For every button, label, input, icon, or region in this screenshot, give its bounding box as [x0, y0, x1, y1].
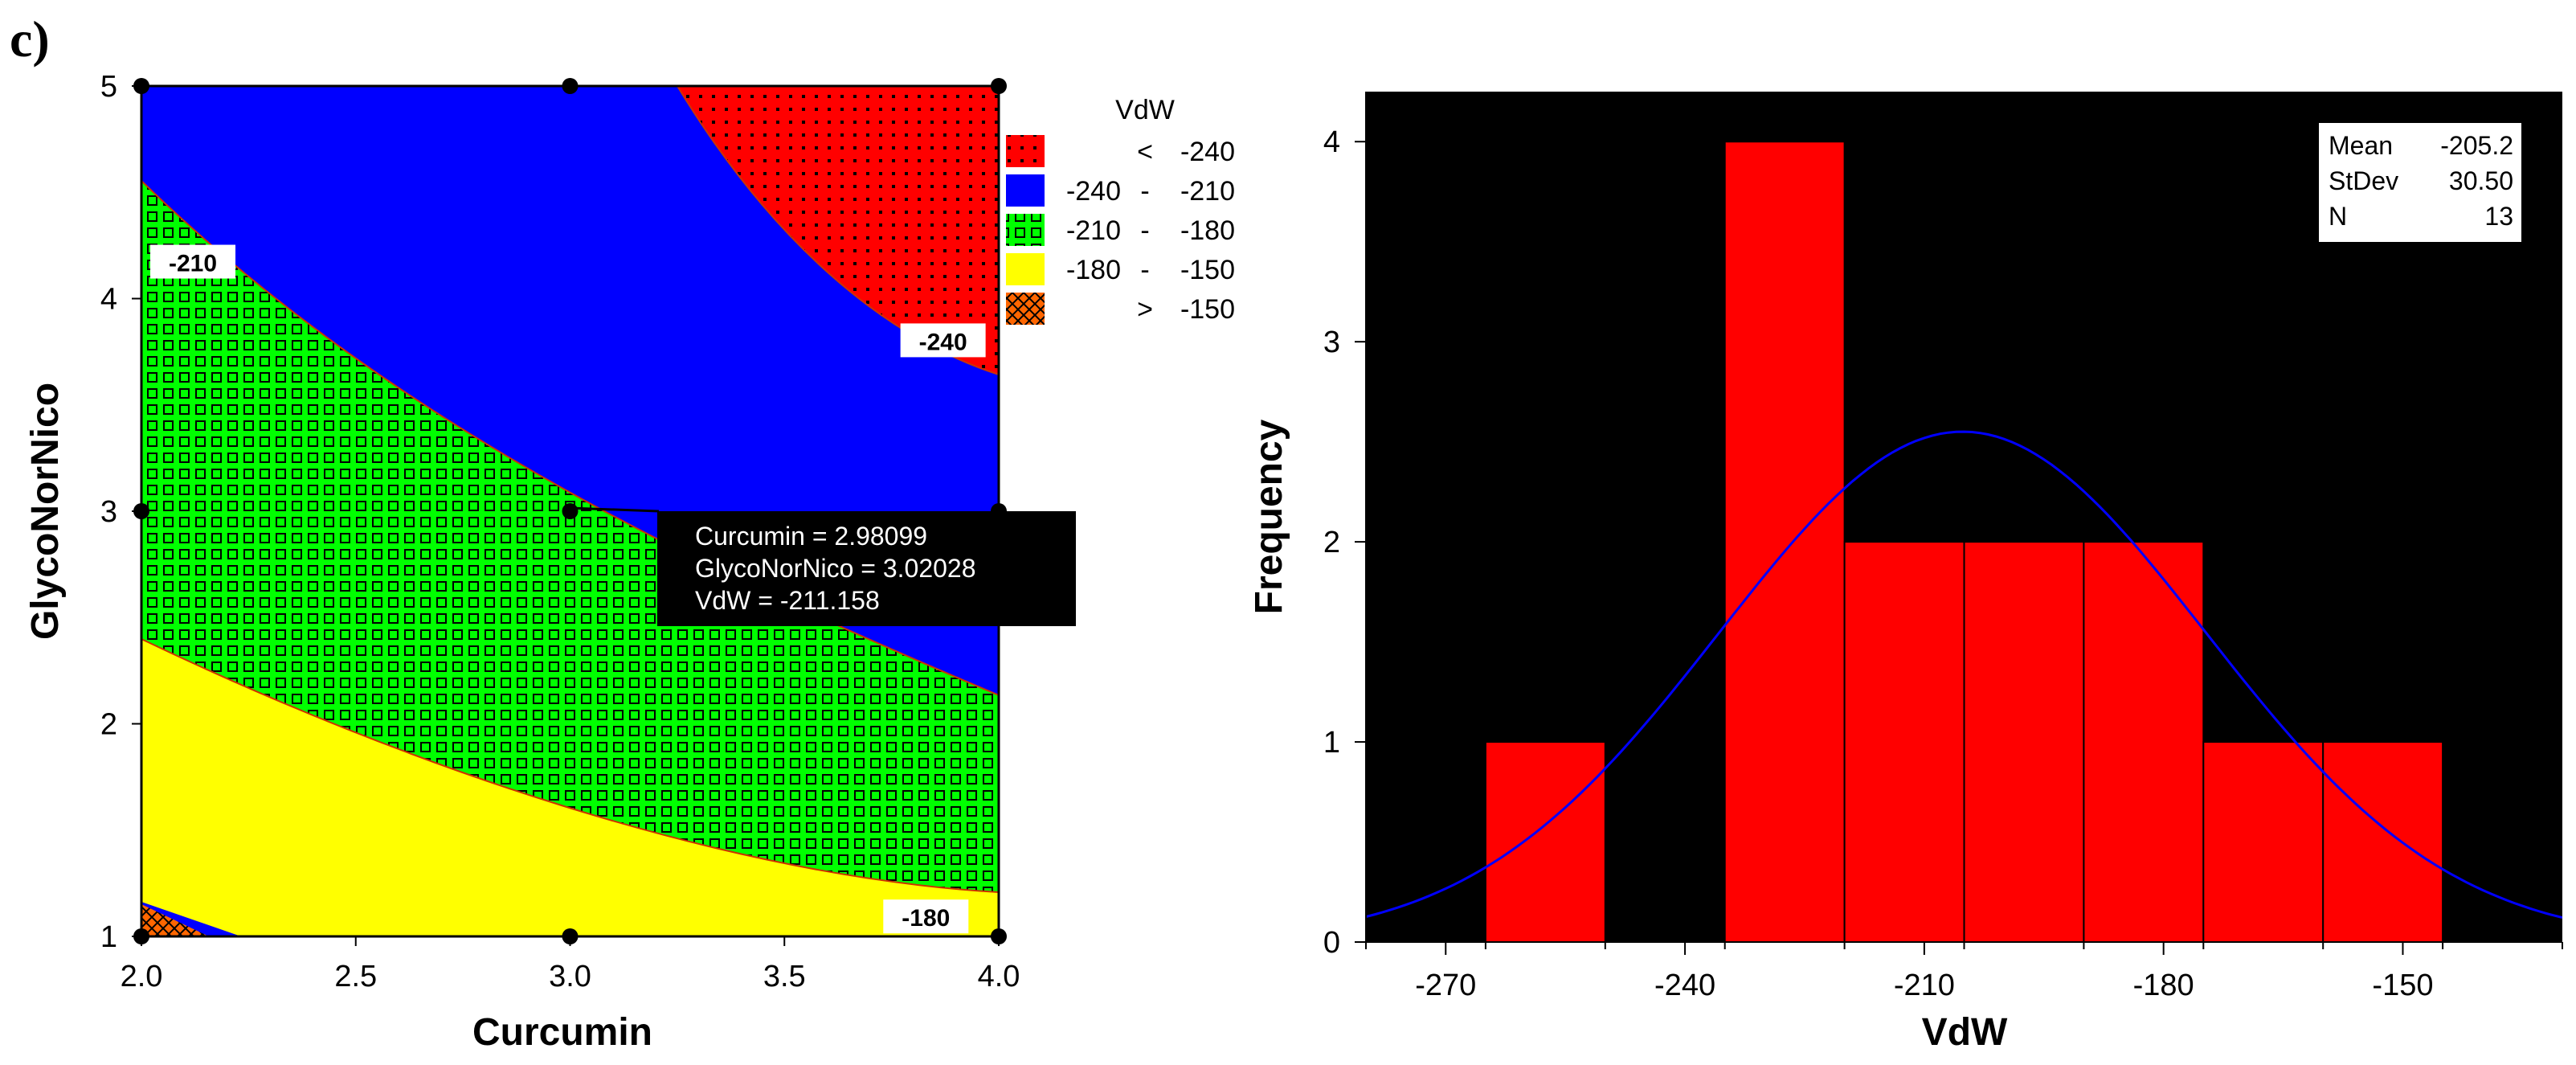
region-yellow — [141, 639, 999, 936]
histogram-x-tick-label: -270 — [1415, 969, 1476, 1002]
contour-x-tick-label: 4.0 — [978, 960, 1020, 993]
contour-label-bg — [150, 244, 236, 279]
histogram-x-tick-label: -210 — [1894, 969, 1955, 1002]
histogram-y-tick-label: 0 — [1323, 926, 1340, 960]
legend-swatch — [1006, 174, 1045, 207]
legend-op: > — [1137, 294, 1153, 325]
stats-box: Mean -205.2 StDev 30.50 N 13 — [2317, 121, 2523, 244]
histogram-x-tick-label: -240 — [1654, 969, 1715, 1002]
contour-line-180 — [141, 638, 999, 893]
design-point[interactable] — [991, 928, 1007, 944]
legend-low: -240 — [1066, 176, 1121, 207]
contour-labels: -210 -240 -180 — [150, 244, 986, 934]
stats-value: -205.2 — [2440, 131, 2513, 160]
legend-swatch — [1006, 253, 1045, 285]
contour-x-tick-label: 3.5 — [763, 960, 806, 993]
histogram-y-tick-label: 3 — [1323, 326, 1340, 359]
histogram-x-tick-label: -150 — [2372, 969, 2433, 1002]
design-point[interactable] — [133, 928, 149, 944]
contour-y-label: GlycoNorNico — [24, 383, 67, 640]
hover-tooltip: Curcumin = 2.98099 GlycoNorNico = 3.0202… — [657, 511, 1076, 626]
legend-low: -210 — [1066, 215, 1121, 246]
histogram-bar[interactable] — [1484, 741, 1606, 942]
stats-value: 30.50 — [2449, 166, 2513, 195]
design-point[interactable] — [133, 503, 149, 519]
design-point[interactable] — [991, 78, 1007, 94]
legend-high: -150 — [1180, 294, 1235, 325]
normal-fit-curve — [1366, 430, 2562, 920]
contour-y-tick-label: 1 — [100, 920, 117, 954]
histogram-y-tick-label: 4 — [1323, 125, 1340, 159]
legend-swatch — [1006, 135, 1045, 167]
histogram-y-label: Frequency — [1248, 419, 1290, 614]
legend-op: - — [1140, 215, 1149, 246]
stats-box-frame — [2317, 121, 2523, 244]
histogram-x-label: VdW — [1922, 1011, 2008, 1054]
legend-high: -240 — [1180, 137, 1235, 167]
contour-x-tick-label: 2.0 — [121, 960, 163, 993]
legend-swatch — [1006, 293, 1045, 325]
contour-y-tick-label: 2 — [100, 708, 117, 742]
stats-value: 13 — [2484, 202, 2513, 231]
histogram-axes: -270 -240 -210 -180 -150 0 1 2 3 4 — [1323, 92, 2563, 1002]
design-points — [133, 78, 1007, 944]
legend-op: < — [1137, 137, 1153, 167]
tooltip-leader — [569, 506, 660, 513]
tooltip-line-3: VdW = -211.158 — [695, 586, 880, 615]
histogram-bar[interactable] — [2322, 741, 2444, 942]
region-orange-corner — [141, 904, 209, 936]
contour-y-tick-label: 5 — [100, 70, 117, 104]
contour-level-label: -180 — [902, 905, 950, 932]
contour-label-bg — [900, 323, 986, 358]
contour-level-label: -240 — [919, 329, 967, 355]
contour-x-tick-label: 2.5 — [334, 960, 377, 993]
design-point[interactable] — [562, 503, 579, 519]
contour-x-label: Curcumin — [472, 1011, 652, 1054]
contour-line-210 — [141, 180, 999, 696]
tooltip-line-2: GlycoNorNico = 3.02028 — [695, 554, 976, 583]
histogram-x-tick-label: -180 — [2133, 969, 2194, 1002]
legend-title: VdW — [1115, 95, 1175, 125]
tooltip-line-1: Curcumin = 2.98099 — [695, 522, 927, 551]
histogram-bars — [1484, 141, 2444, 942]
histogram-y-tick-label: 1 — [1323, 726, 1340, 760]
design-point[interactable] — [133, 78, 149, 94]
histogram-bar[interactable] — [2202, 741, 2325, 942]
stats-label: N — [2329, 202, 2347, 231]
histogram-bar[interactable] — [1723, 141, 1846, 942]
histogram-bar[interactable] — [2083, 541, 2205, 942]
contour-legend: VdW < -240-240- -210-210- -180-180- -150> -15… — [1006, 95, 1235, 325]
contour-label-bg — [883, 899, 969, 934]
design-point[interactable] — [562, 928, 579, 944]
legend-swatch — [1006, 214, 1045, 246]
contour-y-tick-label: 4 — [100, 283, 117, 317]
legend-op: - — [1140, 255, 1149, 285]
region-red — [677, 86, 999, 375]
contour-level-label: -210 — [169, 251, 217, 277]
stats-label: StDev — [2329, 166, 2398, 195]
histogram-y-tick-label: 2 — [1323, 526, 1340, 559]
tooltip-box — [657, 511, 1076, 626]
legend-high: -180 — [1180, 215, 1235, 246]
legend-op: - — [1140, 176, 1149, 207]
stats-label: Mean — [2329, 131, 2393, 160]
contour-x-tick-label: 3.0 — [549, 960, 591, 993]
histogram-bar[interactable] — [1963, 541, 2085, 942]
panel-label: c) — [10, 10, 50, 68]
histogram-bar[interactable] — [1843, 541, 1965, 942]
contour-y-tick-label: 3 — [100, 495, 117, 529]
legend-high: -210 — [1180, 176, 1235, 207]
legend-high: -150 — [1180, 255, 1235, 285]
legend-low: -180 — [1066, 255, 1121, 285]
histogram: -270 -240 -210 -180 -150 0 1 2 3 4 Mean -205.2 StDe… — [1248, 92, 2563, 1054]
design-point[interactable] — [562, 78, 579, 94]
